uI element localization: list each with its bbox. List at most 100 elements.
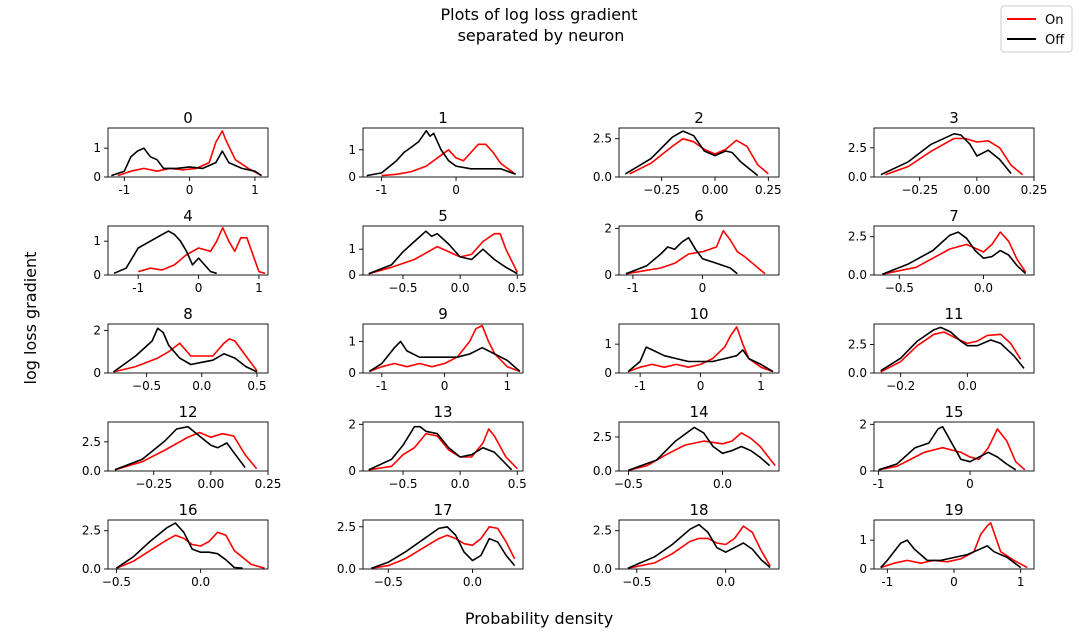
y-tick-label: 0 [93,170,101,184]
subplot-title: 12 [178,403,197,421]
series-off-line [628,426,771,472]
x-tick-label: 0 [452,183,460,197]
series-off-line [113,327,258,373]
subplot-title: 4 [183,207,193,225]
series-on-line [117,130,262,177]
x-tick-label: 0.5 [508,477,527,491]
x-tick-label: 0.0 [958,379,977,393]
axes-frame [618,225,780,276]
series-off-line [624,130,759,177]
x-tick-label: 0.0 [191,575,210,589]
subplot-13: 13 −0.5 0.0 0.5 0 2 [348,403,526,491]
subplot-17: 17 −0.5 0.0 0.0 2.5 [337,501,524,589]
y-tick-label: 2.5 [82,435,101,449]
subplot-title: 0 [183,109,193,127]
figure-title-line2: separated by neuron [458,26,625,45]
x-tick-label: −0.5 [374,575,403,589]
series-off-line [366,129,516,177]
subplot-title: 14 [689,403,708,421]
subplot-title: 2 [694,109,704,127]
subplot-title: 17 [433,501,452,519]
x-tick-label: 0.0 [451,477,470,491]
subplot-title: 5 [438,207,448,225]
y-tick-label: 0 [93,268,101,282]
subplot-5: 5 −0.5 0.0 0.5 0 1 [348,207,526,295]
y-tick-label: 0.0 [593,464,612,478]
y-axis-label: log loss gradient [21,252,40,385]
x-tick-label: 0.00 [197,477,224,491]
subplot-title: 10 [689,305,708,323]
series-off-line [878,425,1017,471]
subplot-title: 6 [694,207,704,225]
series-off-line [371,525,516,569]
x-tick-label: 0.0 [463,575,482,589]
axes-frame [873,127,1035,178]
series-off-line [880,539,1022,569]
y-tick-label: 2 [93,323,101,337]
y-tick-label: 2.5 [593,132,612,146]
x-tick-label: -1 [132,281,144,295]
axes-frame [873,323,1035,374]
y-tick-label: 0 [859,464,867,478]
subplot-3: 3 −0.25 0.00 0.25 0.0 2.5 [848,109,1047,197]
subplot-14: 14−0.5 0.00.02.5 [593,403,780,491]
subplot-16: 16−0.5 0.00.02.5 [82,501,269,589]
x-tick-label: 0 [950,575,958,589]
series-off-line [880,326,1025,372]
y-tick-label: 2.5 [593,430,612,444]
x-tick-label: 0.5 [508,281,527,295]
y-tick-label: 2.5 [337,520,356,534]
legend-off-label: Off [1045,33,1065,48]
series-off-line [368,340,521,373]
axes-frame [107,421,269,472]
x-tick-label: 0 [195,281,203,295]
x-tick-label: 0.25 [755,183,782,197]
subplot-title: 7 [949,207,959,225]
y-tick-label: 2 [348,417,356,431]
x-tick-label: −0.5 [388,281,417,295]
axes-frame [618,421,780,472]
x-tick-label: 1 [757,379,765,393]
axes-frame [873,225,1035,276]
x-tick-label: 1 [1017,575,1025,589]
x-tick-label: -1 [627,281,639,295]
subplot-0: 0 -1 0 1 0 1 [93,109,269,197]
series-on-line [113,338,258,373]
subplot-18: 18 −0.5 0.0 0.0 2.5 [593,501,780,589]
series-on-line [628,432,776,472]
subplot-title: 8 [183,305,193,323]
x-tick-label: −0.2 [886,379,915,393]
y-tick-label: 0.0 [848,268,867,282]
legend-frame [1000,5,1073,53]
subplot-title: 16 [178,501,197,519]
axes-frame [873,421,1035,472]
y-tick-label: 2 [859,417,867,431]
series-on-line [878,428,1026,471]
y-tick-label: 0.0 [593,562,612,576]
x-tick-label: 0 [966,477,974,491]
series-on-line [116,531,265,569]
series-off-line [368,230,518,275]
series-on-line [371,525,516,569]
x-tick-label: 1 [255,281,263,295]
y-tick-label: 0 [859,562,867,576]
y-tick-label: 1 [604,337,612,351]
y-tick-label: 1 [93,234,101,248]
subplot-15: 15 -1 0 0 2 [859,403,1035,491]
x-tick-label: −0.5 [132,379,161,393]
axes-frame [362,421,524,472]
subplot-title: 19 [944,501,963,519]
x-tick-label: -1 [873,477,885,491]
x-tick-label: −0.5 [102,575,131,589]
x-tick-label: -1 [376,183,388,197]
x-tick-label: -1 [881,575,893,589]
axes-frame [618,323,780,374]
subplot-title: 11 [944,305,963,323]
axes-frame [107,127,269,178]
series-on-line [880,331,1022,373]
series-off-line [111,147,262,177]
series-off-line [882,231,1027,275]
y-tick-label: 0.0 [593,170,612,184]
y-tick-label: 0.0 [337,562,356,576]
